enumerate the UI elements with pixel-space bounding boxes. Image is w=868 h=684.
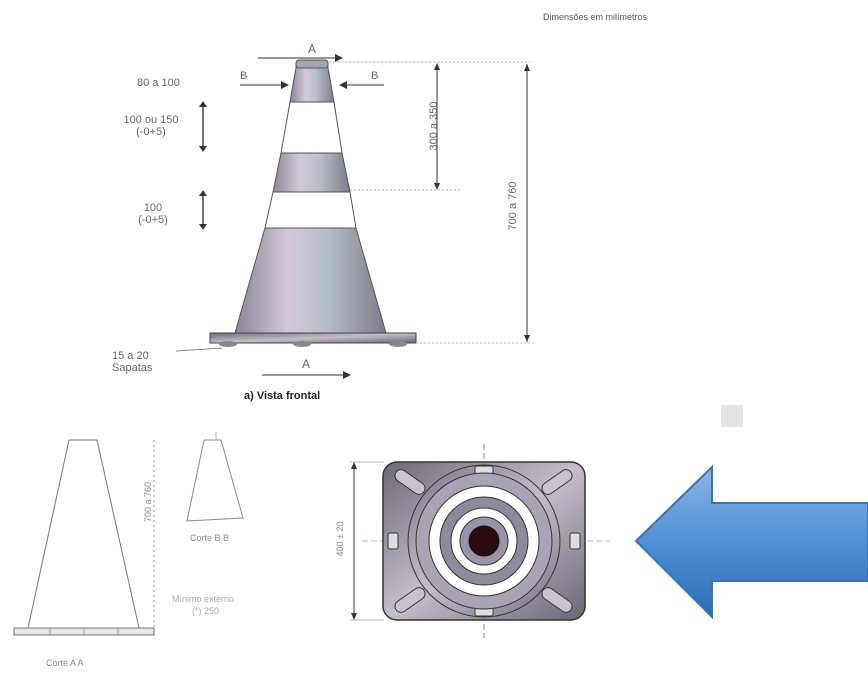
blue-arrow-left-icon	[634, 464, 868, 620]
section-b-left-label: B	[240, 70, 248, 82]
base-width-dimension-label: 400 ± 20	[335, 521, 345, 557]
band-height-1-label: 100 ou 150 (-0+5)	[123, 114, 179, 138]
feet-label: 15 a 20 Sapatas	[112, 350, 153, 374]
section-a-bottom-label: A	[302, 357, 311, 371]
section-bb-wall-note: Mínimo externo (*) 250	[172, 594, 235, 616]
top-bands-dimension-label: 300 a 350	[428, 101, 440, 151]
section-bb-outline	[186, 432, 244, 522]
top-width-label: 80 a 100	[137, 77, 180, 89]
total-height-dimension-label: 700 a 760	[507, 181, 519, 231]
section-bb-height-label: 700 a 760	[143, 481, 153, 523]
front-view-cone	[209, 59, 417, 347]
section-a-top-label: A	[308, 42, 317, 56]
section-aa-outline	[13, 439, 155, 636]
section-aa-caption: Corte A A	[46, 658, 84, 668]
front-view-caption: a) Vista frontal	[244, 390, 321, 402]
units-note: Dimensões em milímetros	[543, 12, 648, 22]
grey-marker	[721, 405, 743, 427]
band-height-2-label: 100 (-0+5)	[138, 202, 168, 226]
base-top-view	[350, 444, 610, 638]
section-b-right-label: B	[371, 70, 379, 82]
section-bb-caption: Corte B B	[190, 533, 230, 543]
